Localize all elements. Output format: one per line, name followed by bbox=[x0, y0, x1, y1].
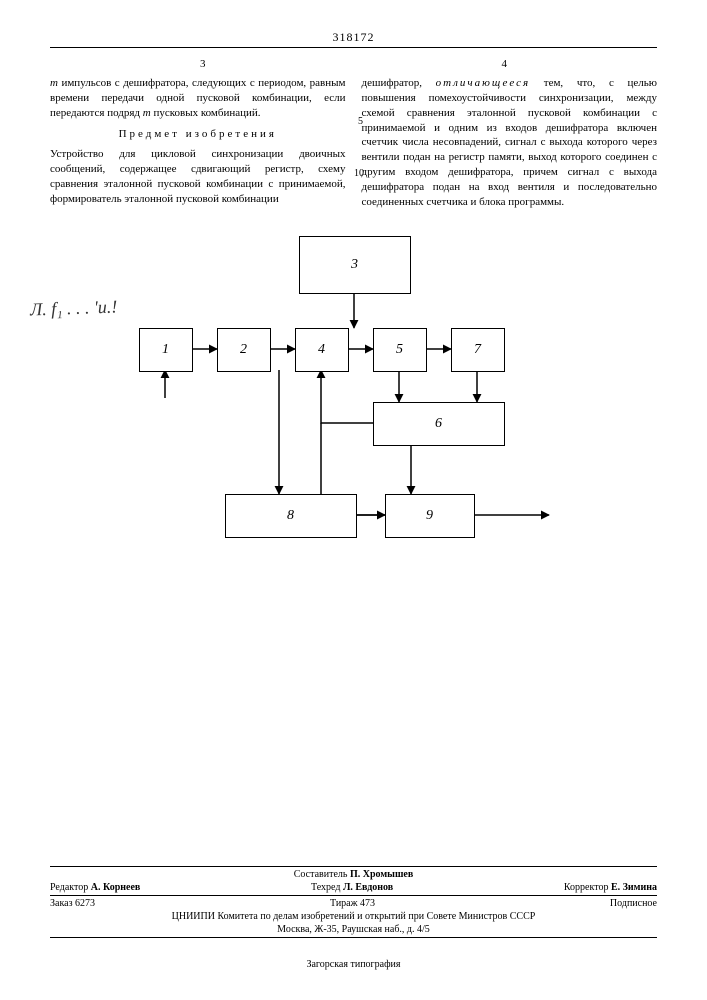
line-number-10: 10 bbox=[354, 168, 364, 179]
footer-rule-3 bbox=[50, 937, 657, 938]
left-p1-text-b: пусковых комбинаций. bbox=[151, 107, 261, 119]
printer-line: Загорская типография bbox=[0, 959, 707, 970]
block-5: 5 bbox=[373, 328, 427, 372]
var-m-2: m bbox=[143, 107, 151, 119]
footer-rule-1 bbox=[50, 866, 657, 867]
corr-label: Корректор bbox=[564, 882, 609, 893]
corr-name: Е. Зимина bbox=[611, 882, 657, 893]
tech-label: Техред bbox=[311, 882, 340, 893]
editor-label: Редактор bbox=[50, 882, 88, 893]
tech-cell: Техред Л. Евдонов bbox=[311, 882, 393, 893]
block-8: 8 bbox=[225, 494, 357, 538]
footer-print-row: Заказ 6273 Тираж 473 Подписное bbox=[50, 898, 657, 909]
section-title: Предмет изобретения bbox=[50, 127, 346, 142]
block-1: 1 bbox=[139, 328, 193, 372]
block-4: 4 bbox=[295, 328, 349, 372]
right-p1-emph: отличающееся bbox=[436, 77, 530, 89]
block-3: 3 bbox=[299, 236, 411, 294]
page-num-left: 3 bbox=[200, 58, 206, 70]
block-7: 7 bbox=[451, 328, 505, 372]
footer-credits-row: Редактор А. Корнеев Техред Л. Евдонов Ко… bbox=[50, 882, 657, 893]
compiler-name: П. Хромышев bbox=[350, 869, 413, 880]
rule-top bbox=[50, 47, 657, 48]
text-columns: m импульсов с дешифратора, следующих с п… bbox=[50, 76, 657, 216]
footer-org: ЦНИИПИ Комитета по делам изобретений и о… bbox=[50, 911, 657, 922]
left-para-2: Устройство для цикловой синхронизации дв… bbox=[50, 147, 346, 206]
footer-block: Составитель П. Хромышев Редактор А. Корн… bbox=[50, 864, 657, 940]
patent-number: 318172 bbox=[50, 30, 657, 45]
tech-name: Л. Евдонов bbox=[343, 882, 393, 893]
right-p1-c: тем, что, с целью повышения помехоустойч… bbox=[362, 77, 658, 208]
editor-name: А. Корнеев bbox=[91, 882, 141, 893]
subscription: Подписное bbox=[610, 898, 657, 909]
var-m-1: m bbox=[50, 77, 58, 89]
column-right: дешифратор, отличающееся тем, что, с цел… bbox=[362, 76, 658, 216]
tirage: Тираж 473 bbox=[330, 898, 375, 909]
margin-scribble: Л. f₁ . . . 'и.! bbox=[30, 296, 118, 320]
page-numbers: 3 4 bbox=[50, 58, 657, 70]
block-2: 2 bbox=[217, 328, 271, 372]
corr-cell: Корректор Е. Зимина bbox=[564, 882, 657, 893]
page-num-right: 4 bbox=[502, 58, 508, 70]
column-left: m импульсов с дешифратора, следующих с п… bbox=[50, 76, 346, 216]
order-number: Заказ 6273 bbox=[50, 898, 95, 909]
right-para-1: дешифратор, отличающееся тем, что, с цел… bbox=[362, 76, 658, 210]
footer-addr: Москва, Ж-35, Раушская наб., д. 4/5 bbox=[50, 924, 657, 935]
footer-rule-2 bbox=[50, 895, 657, 896]
editor-cell: Редактор А. Корнеев bbox=[50, 882, 140, 893]
block-diagram: 3 12457 6 89 bbox=[139, 236, 569, 566]
right-p1-a: дешифратор, bbox=[362, 77, 436, 89]
block-9: 9 bbox=[385, 494, 475, 538]
compiler-label: Составитель bbox=[294, 869, 348, 880]
left-para-1: m импульсов с дешифратора, следующих с п… bbox=[50, 76, 346, 121]
line-number-5: 5 bbox=[358, 116, 363, 127]
block-6: 6 bbox=[373, 402, 505, 446]
footer-compiler: Составитель П. Хромышев bbox=[50, 869, 657, 880]
